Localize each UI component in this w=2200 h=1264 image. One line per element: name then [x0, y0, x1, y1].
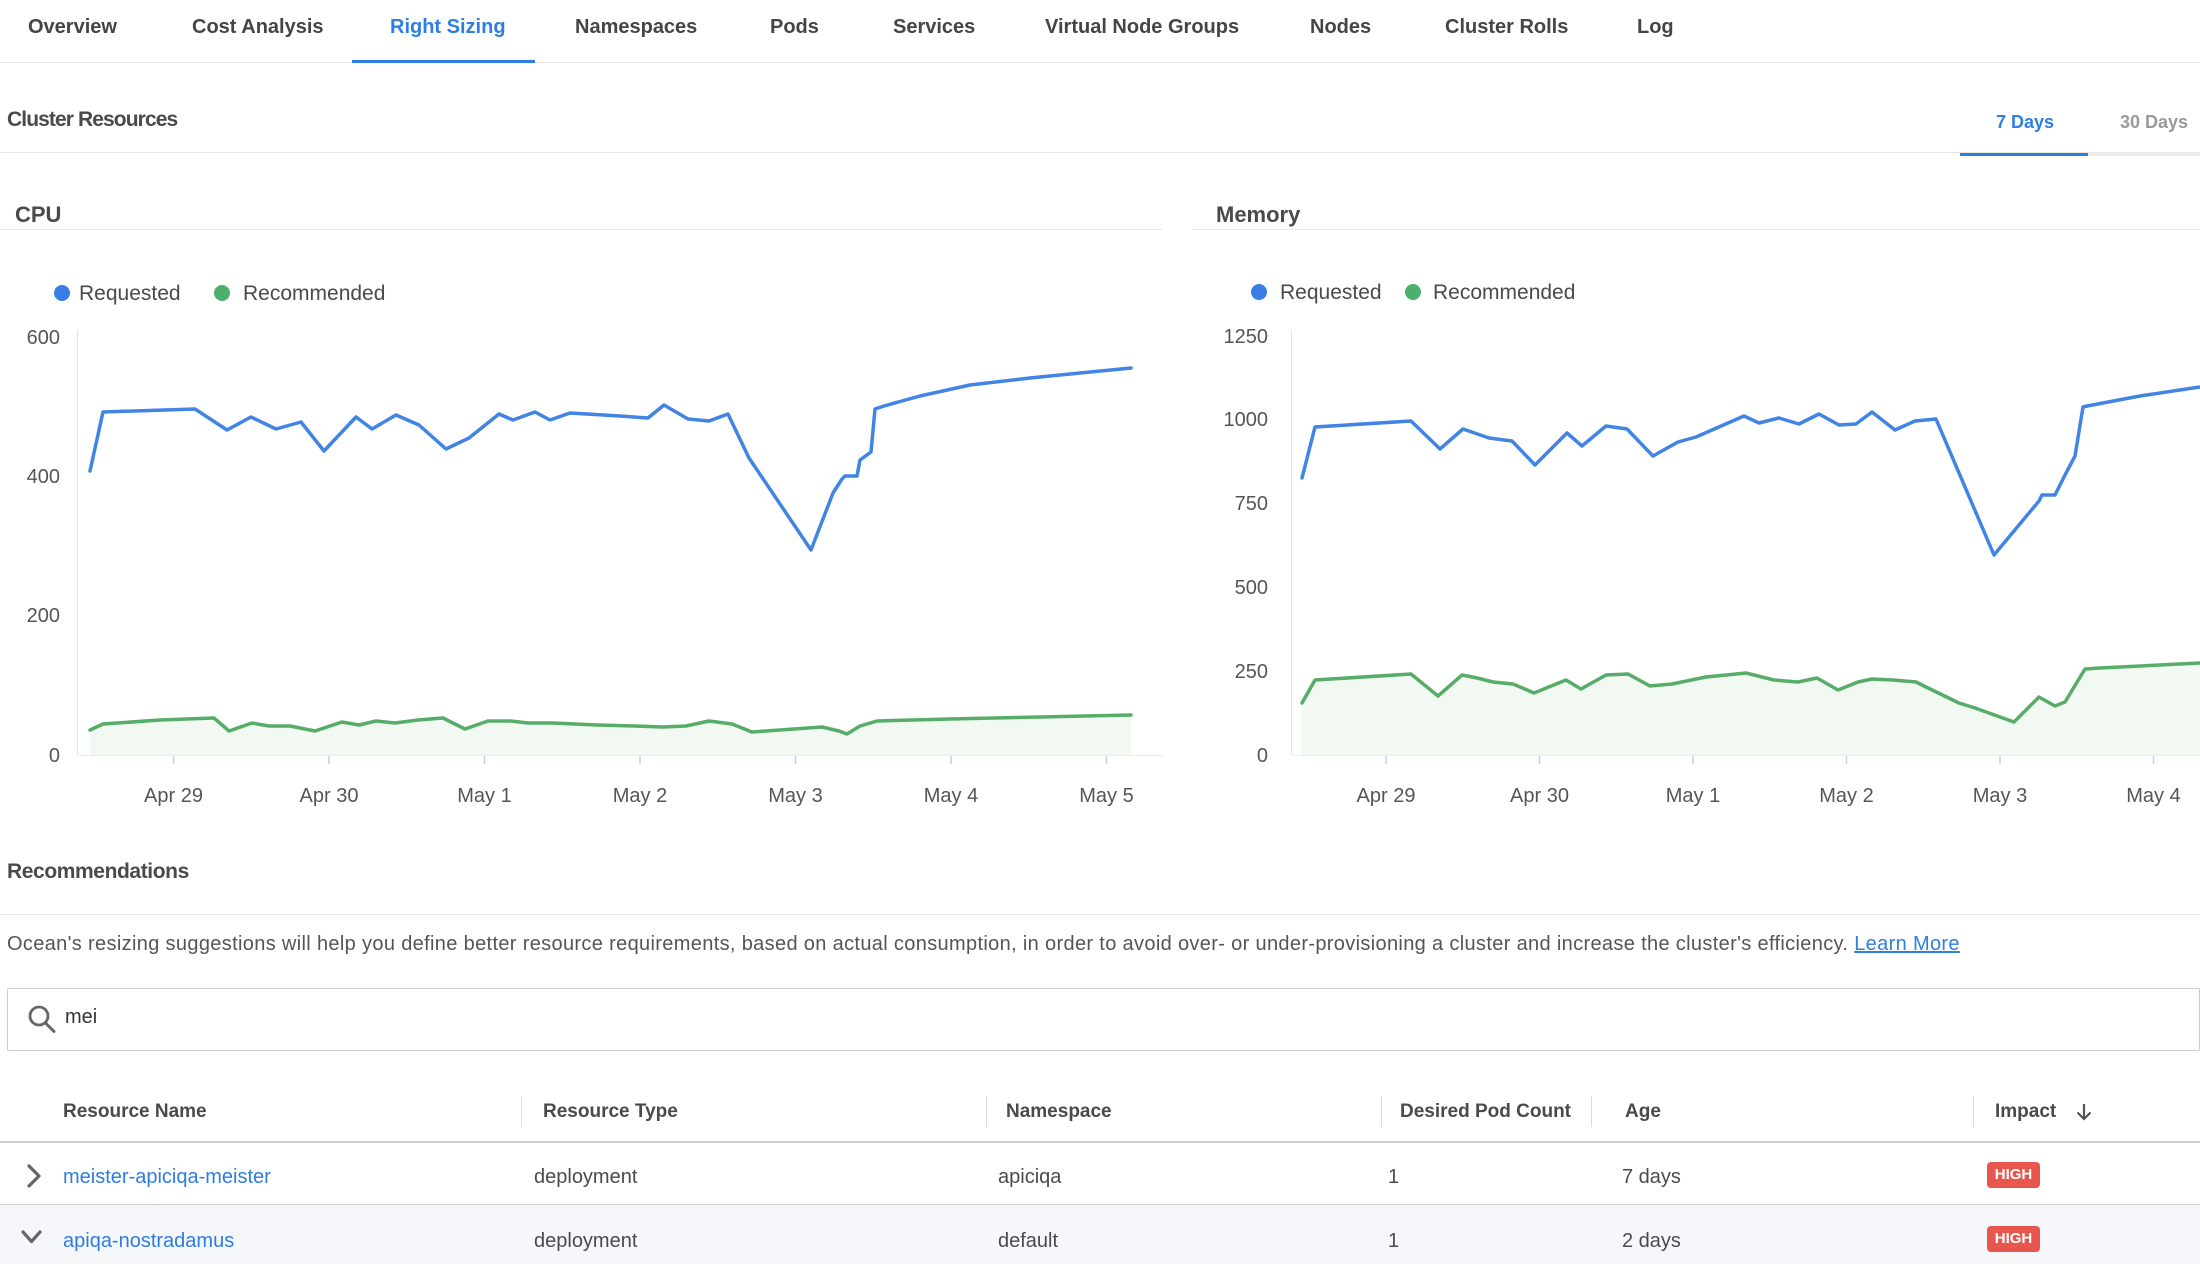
svg-text:0: 0	[1257, 745, 1268, 767]
svg-text:Recommended: Recommended	[1433, 281, 1575, 304]
svg-text:May 3: May 3	[768, 785, 822, 807]
svg-text:May 1: May 1	[457, 785, 511, 807]
svg-text:May 2: May 2	[1819, 785, 1873, 807]
svg-text:May 4: May 4	[2126, 785, 2180, 807]
svg-text:Apr 30: Apr 30	[1510, 785, 1569, 807]
svg-text:750: 750	[1235, 493, 1268, 515]
svg-text:Apr 29: Apr 29	[1357, 785, 1416, 807]
svg-text:Requested: Requested	[1280, 281, 1382, 304]
svg-text:May 4: May 4	[924, 785, 978, 807]
svg-text:May 2: May 2	[613, 785, 667, 807]
svg-text:250: 250	[1235, 661, 1268, 683]
svg-text:May 5: May 5	[1079, 785, 1133, 807]
svg-text:Apr 30: Apr 30	[300, 785, 359, 807]
svg-text:400: 400	[27, 466, 60, 488]
svg-text:0: 0	[49, 745, 60, 767]
svg-text:200: 200	[27, 605, 60, 627]
svg-text:May 1: May 1	[1666, 785, 1720, 807]
svg-text:1250: 1250	[1224, 326, 1269, 348]
svg-text:600: 600	[27, 327, 60, 349]
svg-text:Apr 29: Apr 29	[144, 785, 203, 807]
svg-text:May 3: May 3	[1973, 785, 2027, 807]
svg-text:1000: 1000	[1224, 409, 1269, 431]
svg-text:Requested: Requested	[79, 282, 181, 305]
svg-text:500: 500	[1235, 577, 1268, 599]
svg-text:Recommended: Recommended	[243, 282, 385, 305]
